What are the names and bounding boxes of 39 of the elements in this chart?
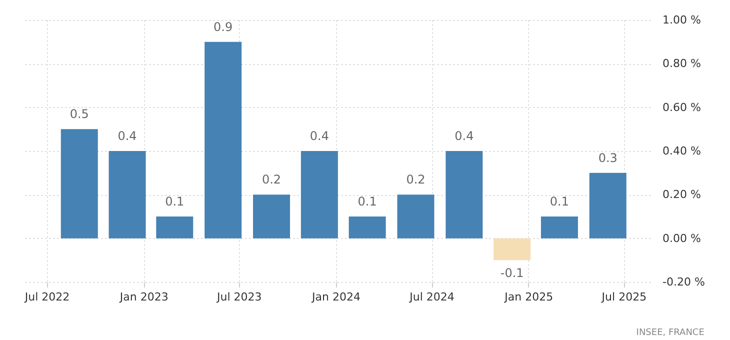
y-tick-label: 1.00 % bbox=[662, 14, 701, 26]
bar bbox=[494, 238, 531, 260]
data-label: 0.5 bbox=[70, 107, 89, 122]
bar bbox=[204, 42, 242, 238]
x-tick-label: Jul 2024 bbox=[408, 290, 454, 304]
y-tick-label: -0.20 % bbox=[662, 276, 705, 288]
bar bbox=[253, 194, 290, 238]
x-tick-label: Jan 2024 bbox=[311, 290, 360, 304]
data-label: 0.4 bbox=[454, 129, 474, 143]
x-tick-label: Jan 2023 bbox=[118, 290, 168, 304]
y-tick-label: 0.20 % bbox=[662, 188, 701, 202]
text: INSEE, FRANCE bbox=[636, 328, 705, 338]
bar bbox=[397, 194, 434, 238]
data-label: 0.1 bbox=[550, 194, 570, 208]
bar bbox=[300, 151, 338, 238]
x-tick-label: Jul 2022 bbox=[24, 290, 70, 304]
x-tick-label: Jul 2025 bbox=[600, 290, 647, 304]
bar bbox=[156, 216, 194, 238]
data-label: 0.2 bbox=[262, 172, 282, 187]
data-label: 0.4 bbox=[310, 129, 329, 143]
data-label: 0.9 bbox=[214, 20, 233, 34]
data-label: -0.1 bbox=[500, 266, 524, 280]
data-label: 0.1 bbox=[358, 194, 377, 208]
y-tick-label: 0.40 % bbox=[662, 144, 701, 158]
bar bbox=[108, 151, 146, 238]
data-label: 0.4 bbox=[118, 129, 137, 143]
y-tick-label: 0.60 % bbox=[662, 100, 701, 114]
bar bbox=[60, 129, 98, 238]
x-tick-label: Jul 2023 bbox=[216, 290, 262, 304]
data-label: 0.2 bbox=[406, 172, 426, 187]
data-label: 0.3 bbox=[598, 150, 618, 165]
bar bbox=[540, 216, 578, 238]
y-tick-label: 0.80 % bbox=[662, 57, 701, 70]
y-tick-label: 0.00 % bbox=[662, 232, 701, 245]
data-label: 0.1 bbox=[165, 194, 184, 208]
x-tick-label: Jan 2025 bbox=[504, 290, 554, 304]
bar bbox=[446, 151, 483, 238]
bar bbox=[348, 216, 386, 238]
bar bbox=[589, 172, 626, 238]
